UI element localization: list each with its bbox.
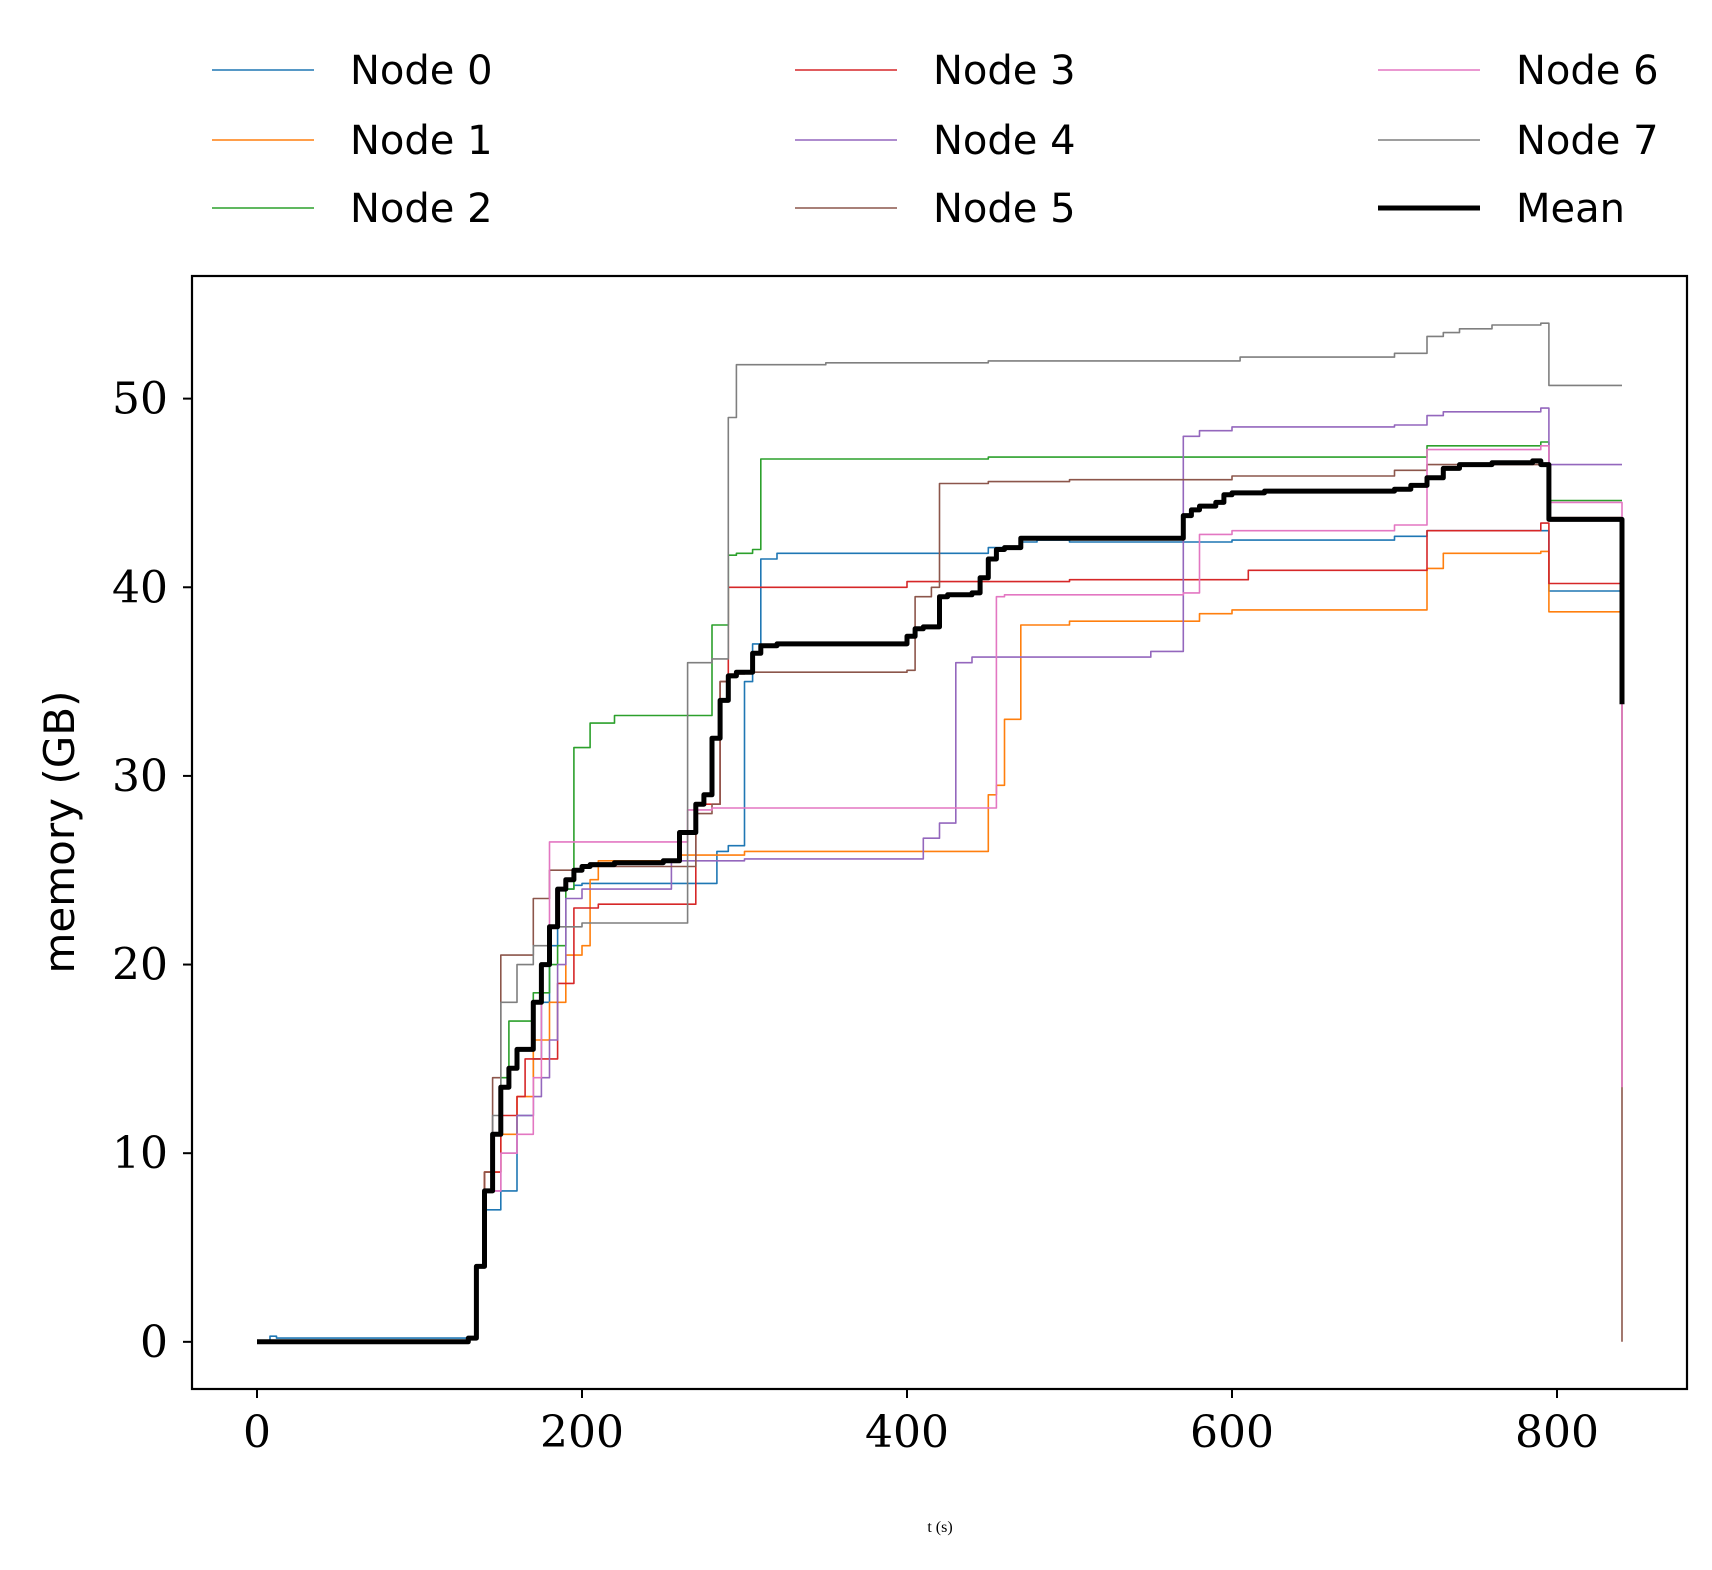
x-axis-variable: t <box>927 1519 932 1536</box>
legend: Node 0 Node 1 Node 2 Node 3 Node 4 Node 5 Node… <box>212 48 1659 232</box>
series-line-node-0 <box>257 529 1622 1343</box>
x-tick-label: 600 <box>1190 1407 1274 1458</box>
y-tick-label: 30 <box>112 751 168 802</box>
legend-label: Node 0 <box>350 48 493 94</box>
series-line-node-3 <box>257 522 1622 1343</box>
x-tick-label: 800 <box>1515 1407 1599 1458</box>
legend-label: Node 7 <box>1516 118 1659 164</box>
legend-label: Node 2 <box>350 186 493 232</box>
y-tick-label: 10 <box>112 1128 168 1179</box>
legend-label: Node 6 <box>1516 48 1659 94</box>
series-line-node-4 <box>257 407 1622 1343</box>
series-line-mean <box>257 458 1625 1345</box>
x-tick-label: 200 <box>540 1407 624 1458</box>
series-line-node-6 <box>257 444 1623 1343</box>
y-tick-label: 40 <box>112 562 168 613</box>
legend-label: Node 5 <box>933 186 1076 232</box>
y-axis-label: memory (GB) <box>35 691 84 974</box>
plot-area-frame <box>190 274 1689 1391</box>
x-tick-label: 0 <box>243 1407 271 1458</box>
x-axis-label: t (s) <box>927 1519 952 1536</box>
legend-label: Node 1 <box>350 118 493 164</box>
x-tick-label: 400 <box>865 1407 949 1458</box>
series-line-node-7 <box>257 322 1622 1343</box>
y-tick-label: 20 <box>112 940 168 991</box>
legend-label: Node 4 <box>933 118 1076 164</box>
y-tick-label: 0 <box>140 1317 168 1368</box>
legend-label: Mean <box>1516 186 1625 232</box>
y-tick-label: 50 <box>112 374 168 425</box>
axis-ticks: 0 200 400 600 800 0 10 20 30 40 50 <box>112 374 1599 1458</box>
legend-label: Node 3 <box>933 48 1076 94</box>
series-line-node-1 <box>257 550 1622 1343</box>
x-axis-unit: (s) <box>932 1519 953 1536</box>
series-layer <box>257 322 1625 1345</box>
